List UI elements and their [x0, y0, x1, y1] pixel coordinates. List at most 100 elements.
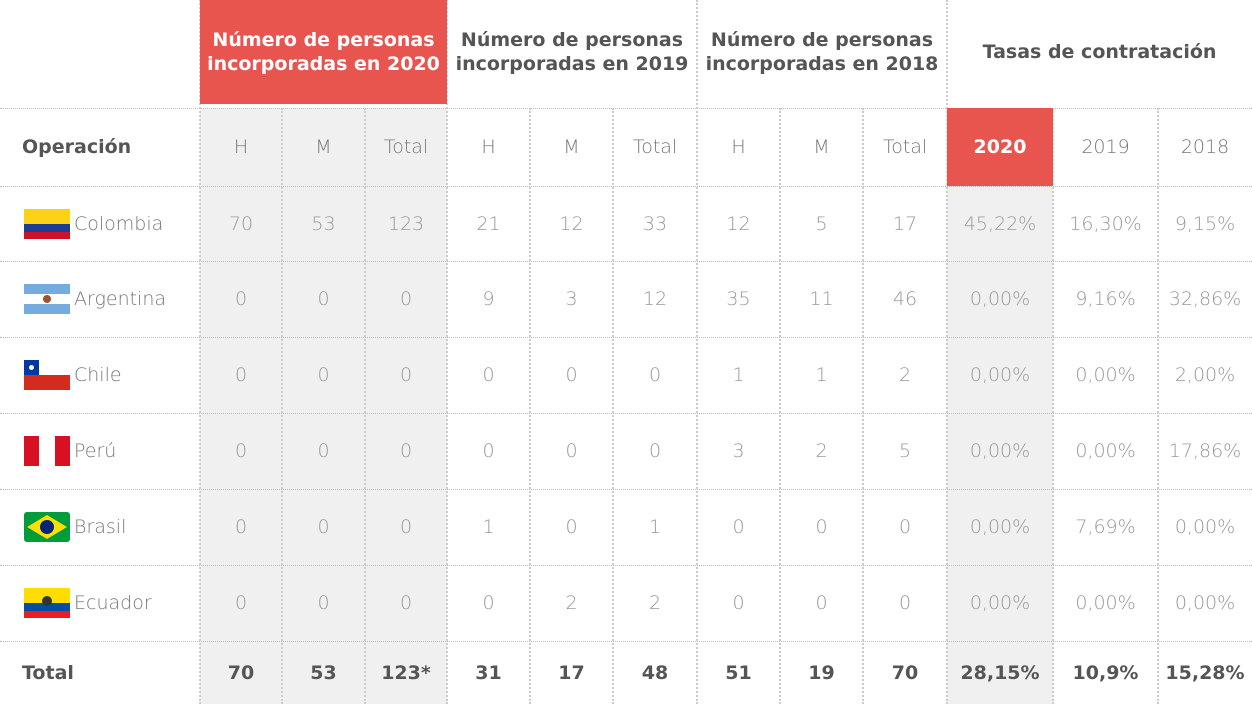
value: 3: [565, 288, 578, 310]
col-line: [946, 0, 948, 704]
value: 5: [815, 212, 828, 235]
value: 0: [732, 516, 745, 538]
value: 0,00%: [1075, 592, 1136, 614]
value: 2,00%: [1174, 364, 1236, 386]
total: 48: [641, 661, 669, 684]
value: 9: [482, 288, 495, 310]
row-label: Argentina: [0, 261, 200, 337]
col-line: [696, 0, 698, 704]
column-header: M: [563, 136, 580, 158]
group-header: Número de personas incorporadas en 2020: [200, 0, 447, 104]
value: 17,86%: [1168, 440, 1242, 462]
column-header: Total: [632, 136, 678, 158]
group-header: Número de personas incorporadas en 2019: [455, 29, 689, 75]
value: 45,22%: [963, 212, 1037, 235]
value: 7,69%: [1075, 516, 1136, 538]
total: 19: [808, 661, 835, 684]
column-header: M: [315, 136, 332, 158]
value: 0: [898, 592, 912, 614]
value: 0: [482, 440, 495, 462]
total: 31: [475, 661, 502, 684]
value: 0,00%: [969, 288, 1031, 310]
value: 32,86%: [1168, 288, 1242, 310]
col-line: [199, 0, 201, 704]
value: 9,15%: [1174, 212, 1236, 235]
flag: [24, 284, 70, 314]
col-line: [612, 108, 614, 704]
value: 0: [317, 364, 330, 386]
value: 0: [234, 364, 248, 386]
value: 16,30%: [1069, 212, 1142, 235]
value: 0: [234, 440, 248, 462]
column-header: 2019: [1081, 136, 1130, 158]
total: 15,28%: [1165, 661, 1245, 684]
total: 53: [310, 661, 337, 684]
col-line: [1052, 108, 1054, 704]
value: 17: [892, 212, 918, 235]
value: 53: [311, 212, 336, 235]
value: 1: [815, 364, 828, 386]
value: 2: [898, 364, 912, 386]
row-line: [0, 413, 1252, 414]
row-line: [0, 337, 1252, 338]
value: 21: [476, 212, 501, 235]
shade: [947, 186, 1053, 704]
value: 0: [898, 516, 912, 538]
value: 0,00%: [969, 516, 1031, 538]
col-line: [529, 108, 531, 704]
group-header: Tasas de contratación: [982, 41, 1217, 63]
shade: [200, 108, 447, 704]
value: 0: [648, 440, 662, 462]
group-header: Número de personas incorporadas en 2018: [705, 29, 939, 75]
value: 0: [482, 364, 495, 386]
value: 33: [642, 212, 668, 235]
value: 0: [565, 364, 578, 386]
column-header: Total: [882, 136, 928, 158]
value: 0: [317, 592, 330, 614]
value: 0: [732, 592, 745, 614]
value: 0: [234, 288, 248, 310]
value: 1: [648, 516, 662, 538]
value: 0,00%: [969, 440, 1031, 462]
value: 3: [732, 440, 745, 462]
flag: [24, 512, 70, 542]
value: 0: [317, 440, 330, 462]
col-line: [779, 108, 781, 704]
column-header: H: [481, 136, 496, 158]
flag: [24, 360, 70, 390]
value: 0: [234, 516, 248, 538]
row-line: [0, 186, 1252, 187]
value: 0,00%: [1075, 440, 1136, 462]
row-label: Perú: [0, 413, 200, 489]
value: 12: [726, 212, 751, 235]
value: 0,00%: [969, 364, 1031, 386]
value: 0: [648, 364, 662, 386]
column-header: M: [813, 136, 830, 158]
col-line: [364, 108, 366, 704]
row-label: Ecuador: [0, 565, 200, 641]
column-header: 2018: [1180, 136, 1230, 158]
row-label: Chile: [0, 337, 200, 413]
value: 70: [228, 212, 254, 235]
row-line: [0, 489, 1252, 490]
total: 51: [725, 661, 752, 684]
value: 9,16%: [1075, 288, 1136, 310]
col-line: [862, 108, 864, 704]
value: 0: [317, 516, 330, 538]
row-line: [0, 565, 1252, 566]
value: 0: [317, 288, 330, 310]
total: 123*: [381, 661, 431, 684]
value: 0: [399, 516, 413, 538]
row-line: [0, 641, 1252, 642]
flag: [24, 588, 70, 618]
col-line: [281, 108, 283, 704]
column-header: H: [731, 136, 746, 158]
value: 0: [399, 364, 413, 386]
value: 12: [642, 288, 668, 310]
col-line: [1157, 108, 1159, 704]
value: 123: [387, 212, 425, 235]
value: 5: [898, 440, 912, 462]
value: 0: [399, 592, 413, 614]
row-label: Brasil: [0, 489, 200, 565]
